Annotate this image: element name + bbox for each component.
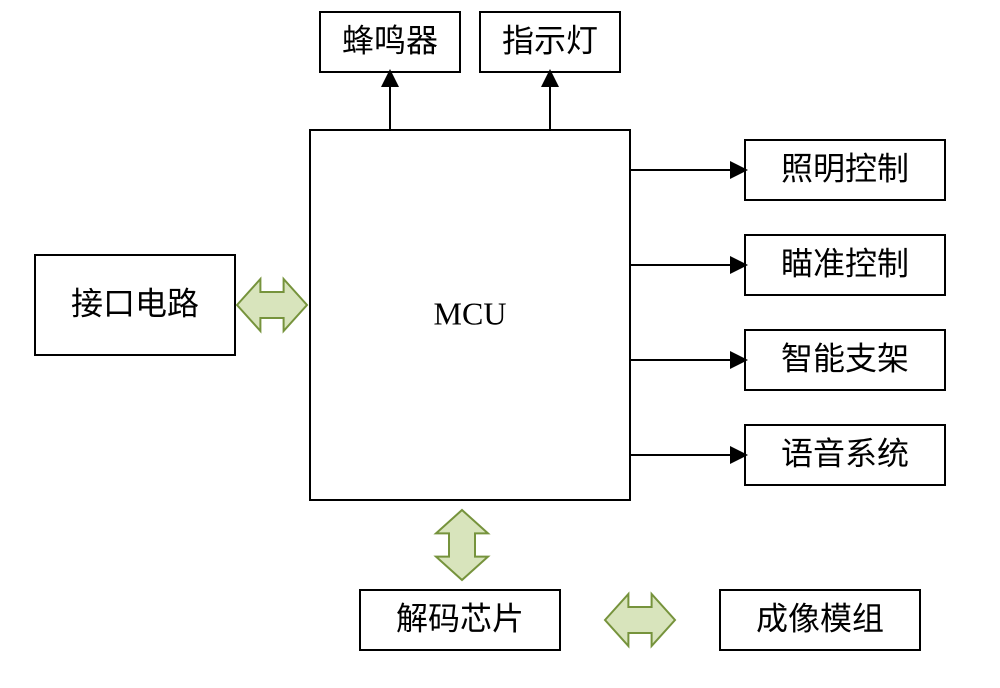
label: 接口电路 <box>71 285 199 321</box>
node-imaging: 成像模组 <box>720 590 920 650</box>
node-decoder: 解码芯片 <box>360 590 560 650</box>
bidir-decoder-imaging <box>605 594 675 646</box>
label: MCU <box>434 295 507 331</box>
node-iface: 接口电路 <box>35 255 235 355</box>
node-aim: 瞄准控制 <box>745 235 945 295</box>
label: 解码芯片 <box>396 600 524 636</box>
node-bracket: 智能支架 <box>745 330 945 390</box>
node-light: 照明控制 <box>745 140 945 200</box>
label: 成像模组 <box>756 600 884 636</box>
node-led: 指示灯 <box>480 12 620 72</box>
node-voice: 语音系统 <box>745 425 945 485</box>
label: 智能支架 <box>781 340 909 376</box>
label: 语音系统 <box>781 435 909 471</box>
bidir-iface-mcu <box>237 279 307 331</box>
label: 瞄准控制 <box>781 245 909 281</box>
label: 指示灯 <box>502 22 598 58</box>
node-buzzer: 蜂鸣器 <box>320 12 460 72</box>
label: 照明控制 <box>781 150 909 186</box>
label: 蜂鸣器 <box>342 22 438 58</box>
bidir-mcu-decoder <box>436 510 488 580</box>
node-mcu: MCU <box>310 130 630 500</box>
